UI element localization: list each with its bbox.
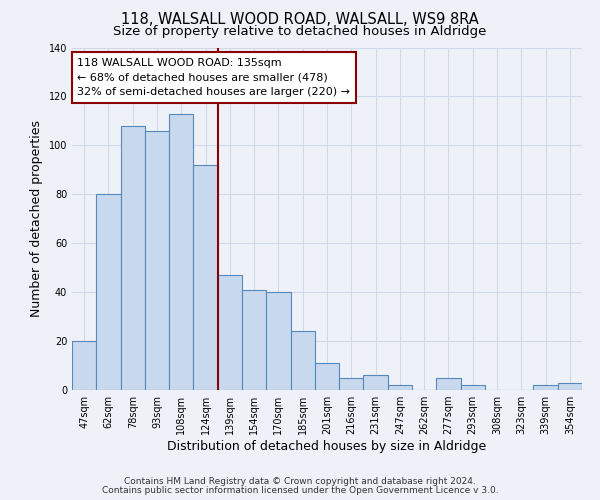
Bar [461,385,485,390]
Bar [242,290,266,390]
Bar [193,165,218,390]
Y-axis label: Number of detached properties: Number of detached properties [30,120,43,318]
Bar [364,376,388,390]
Text: Contains public sector information licensed under the Open Government Licence v : Contains public sector information licen… [101,486,499,495]
Bar [266,292,290,390]
Bar [290,332,315,390]
X-axis label: Distribution of detached houses by size in Aldridge: Distribution of detached houses by size … [167,440,487,453]
Text: Contains HM Land Registry data © Crown copyright and database right 2024.: Contains HM Land Registry data © Crown c… [124,477,476,486]
Text: Size of property relative to detached houses in Aldridge: Size of property relative to detached ho… [113,25,487,38]
Bar [72,341,96,390]
Bar [558,382,582,390]
Bar [169,114,193,390]
Bar [315,363,339,390]
Text: 118 WALSALL WOOD ROAD: 135sqm
← 68% of detached houses are smaller (478)
32% of : 118 WALSALL WOOD ROAD: 135sqm ← 68% of d… [77,58,350,98]
Bar [218,275,242,390]
Bar [533,385,558,390]
Text: 118, WALSALL WOOD ROAD, WALSALL, WS9 8RA: 118, WALSALL WOOD ROAD, WALSALL, WS9 8RA [121,12,479,28]
Bar [339,378,364,390]
Bar [388,385,412,390]
Bar [96,194,121,390]
Bar [145,130,169,390]
Bar [121,126,145,390]
Bar [436,378,461,390]
